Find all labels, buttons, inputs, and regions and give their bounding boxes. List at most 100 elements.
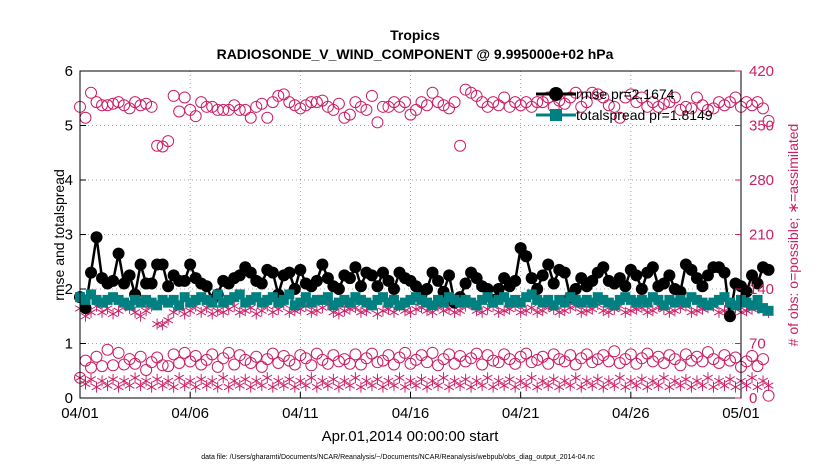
asterisk-stroke <box>388 382 399 389</box>
legend-totalspread-label: totalspread pr=1.8149 <box>576 107 713 123</box>
obs-assimilated-point <box>377 305 388 317</box>
obs-assimilated-point <box>196 306 207 318</box>
obs-assimilated-point <box>317 375 328 387</box>
obs-possible-point <box>189 110 202 123</box>
totalspread-point <box>653 294 664 305</box>
obs-assimilated-point <box>697 380 708 392</box>
rmse-point <box>200 280 213 293</box>
obs-assimilated-point <box>658 372 669 384</box>
obs-assimilated-point <box>680 373 691 385</box>
obs-possible-point <box>90 96 103 109</box>
obs-possible-point <box>398 96 411 109</box>
totalspread-point <box>719 292 730 303</box>
obs-assimilated-point <box>576 381 587 393</box>
asterisk-stroke <box>669 307 680 314</box>
totalspread-point <box>504 297 515 308</box>
asterisk-stroke <box>234 309 245 316</box>
obs-assimilated-point <box>603 375 614 387</box>
obs-assimilated-point <box>355 306 366 318</box>
rmse-point <box>481 283 494 295</box>
obs-possible-point <box>140 97 153 110</box>
asterisk-stroke <box>339 307 350 314</box>
obs-possible-point <box>723 354 736 367</box>
obs-possible-point <box>118 99 131 112</box>
obs-assimilated-point <box>570 372 581 384</box>
obs-possible-point <box>354 100 367 113</box>
asterisk-stroke <box>267 309 278 316</box>
obs-assimilated-point <box>499 305 510 317</box>
obs-assimilated-point <box>245 381 256 393</box>
obs-assimilated-point <box>460 373 471 385</box>
series-obs-possible-low- <box>74 343 775 402</box>
obs-possible-point <box>112 346 125 359</box>
obs-assimilated-point <box>532 381 543 393</box>
asterisk-stroke <box>493 309 504 316</box>
asterisk-stroke <box>713 309 724 316</box>
obs-possible-point <box>200 100 213 113</box>
obs-assimilated-point <box>174 372 185 384</box>
obs-assimilated-point <box>339 375 350 387</box>
totalspread-point <box>482 292 493 303</box>
rmse-point <box>619 280 632 293</box>
totalspread-point <box>344 297 355 308</box>
obs-assimilated-point <box>620 381 631 393</box>
obs-possible-point <box>476 358 489 371</box>
obs-assimilated-point <box>108 373 119 385</box>
totalspread-point <box>399 297 410 308</box>
obs-possible-point <box>668 91 681 104</box>
rmse-point <box>162 280 175 293</box>
totalspread-point <box>603 297 614 308</box>
totalspread-point <box>185 297 196 308</box>
totalspread-point <box>521 292 532 303</box>
obs-assimilated-point <box>91 381 102 393</box>
obs-possible-point <box>498 91 511 104</box>
asterisk-stroke <box>592 376 603 383</box>
rmse-point <box>421 283 434 295</box>
obs-assimilated-point <box>554 381 565 393</box>
asterisk-stroke <box>97 309 108 316</box>
asterisk-stroke <box>631 382 642 389</box>
asterisk-stroke <box>91 383 102 391</box>
asterisk-stroke <box>598 307 609 314</box>
asterisk-stroke <box>642 383 653 391</box>
obs-possible-point <box>217 103 230 116</box>
rmse-point <box>492 283 505 295</box>
totalspread-point <box>587 297 598 308</box>
rmse-point <box>635 283 648 295</box>
asterisk-stroke <box>124 382 135 389</box>
obs-possible-point <box>162 360 175 373</box>
asterisk-stroke <box>422 307 433 314</box>
obs-possible-point <box>701 103 714 116</box>
asterisk-stroke <box>328 309 339 316</box>
obs-possible-point <box>448 96 461 109</box>
obs-assimilated-point <box>223 381 234 393</box>
totalspread-point <box>262 294 273 305</box>
series-obs-assimilated-low- <box>74 372 774 393</box>
obs-assimilated-point <box>433 380 444 392</box>
obs-possible-point <box>178 91 191 104</box>
obs-assimilated-point <box>339 305 350 317</box>
asterisk-stroke <box>686 309 697 316</box>
obs-assimilated-point <box>306 306 317 318</box>
obs-assimilated-point <box>113 305 124 317</box>
obs-possible-point <box>398 346 411 359</box>
obs-possible-point <box>332 97 345 110</box>
totalspread-point <box>427 300 438 311</box>
obs-possible-point <box>206 100 219 113</box>
obs-assimilated-point <box>438 372 449 384</box>
obs-assimilated-point <box>686 306 697 318</box>
obs-assimilated-point <box>350 372 361 384</box>
asterisk-stroke <box>344 382 355 389</box>
y-axis-right-label: # of obs: o=possible; ∗=assimilated <box>785 124 801 347</box>
asterisk-stroke <box>278 382 289 389</box>
y-right-tick-label: 420 <box>749 63 774 80</box>
obs-possible-point <box>162 135 175 148</box>
asterisk-stroke <box>328 376 339 383</box>
asterisk-stroke <box>152 376 163 383</box>
obs-assimilated-point <box>521 380 532 392</box>
asterisk-stroke <box>229 377 240 385</box>
obs-assimilated-point <box>97 375 108 387</box>
rmse-point <box>536 269 549 282</box>
y-left-tick-label: 3 <box>65 227 73 244</box>
obs-assimilated-point <box>713 306 724 318</box>
